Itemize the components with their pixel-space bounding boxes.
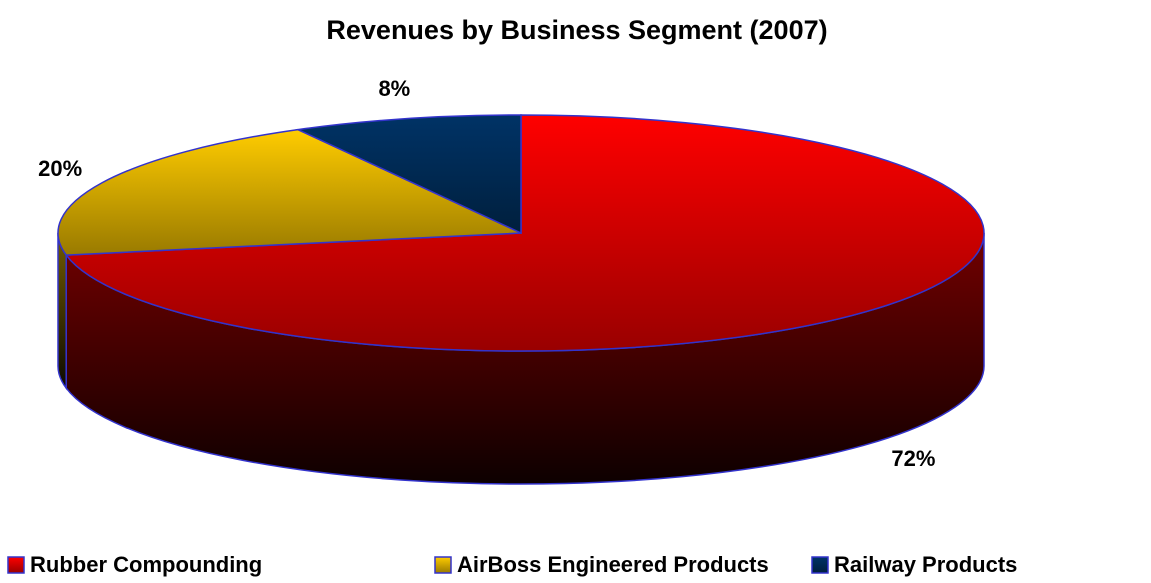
data-label: 8% bbox=[378, 76, 410, 101]
legend-swatch bbox=[434, 556, 452, 574]
slice-side bbox=[57, 232, 67, 391]
legend-swatch bbox=[7, 556, 25, 574]
legend-label: Rubber Compounding bbox=[30, 552, 262, 577]
legend-label: AirBoss Engineered Products bbox=[457, 552, 769, 577]
slice bbox=[57, 128, 522, 256]
chart-title: Revenues by Business Segment (2007) bbox=[326, 15, 827, 45]
slice bbox=[64, 114, 985, 352]
data-label: 72% bbox=[891, 446, 935, 471]
data-label: 20% bbox=[38, 156, 82, 181]
legend-label: Railway Products bbox=[834, 552, 1017, 577]
legend-swatch bbox=[811, 556, 829, 574]
slice bbox=[295, 114, 522, 235]
